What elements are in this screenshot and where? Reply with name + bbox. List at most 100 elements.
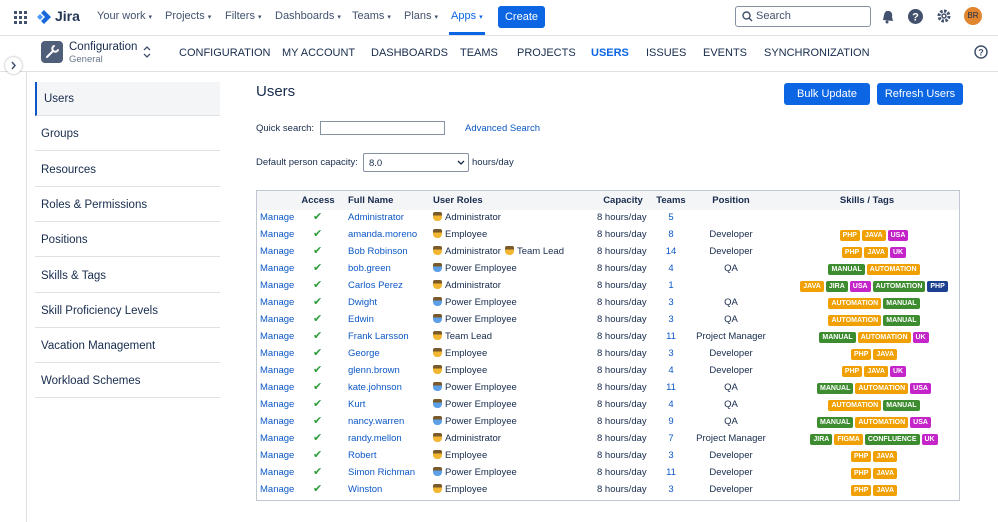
search-placeholder: Search bbox=[756, 10, 791, 22]
teams-count[interactable]: 4 bbox=[668, 399, 674, 410]
user-name[interactable]: Simon Richman bbox=[348, 467, 416, 478]
role-name: Employee bbox=[445, 484, 488, 495]
capacity-select[interactable]: 8.0 bbox=[363, 153, 469, 172]
teams-count[interactable]: 3 bbox=[668, 348, 674, 359]
teams-count[interactable]: 11 bbox=[666, 382, 676, 393]
user-name[interactable]: Kurt bbox=[348, 399, 366, 410]
teams-count[interactable]: 3 bbox=[668, 484, 674, 495]
tag: AUTOMATION bbox=[828, 315, 882, 326]
manage-link[interactable]: Manage bbox=[260, 280, 295, 291]
nav-item[interactable]: Apps ▾ bbox=[451, 10, 483, 22]
sidebar-item[interactable]: Roles & Permissions bbox=[35, 188, 220, 222]
nav-item[interactable]: Filters ▾ bbox=[225, 10, 262, 22]
manage-link[interactable]: Manage bbox=[260, 450, 295, 461]
user-name[interactable]: Edwin bbox=[348, 314, 374, 325]
user-name[interactable]: Robert bbox=[348, 450, 377, 461]
advanced-search-link[interactable]: Advanced Search bbox=[465, 123, 540, 134]
app-switcher[interactable] bbox=[14, 11, 27, 24]
sidebar-item[interactable]: Workload Schemes bbox=[35, 364, 220, 399]
teams-count[interactable]: 11 bbox=[666, 331, 676, 342]
settings-icon[interactable] bbox=[936, 8, 952, 24]
user-roles: Power Employee bbox=[433, 413, 517, 430]
teams-count[interactable]: 14 bbox=[665, 246, 677, 257]
manage-link[interactable]: Manage bbox=[260, 382, 295, 393]
sidebar-item[interactable]: Users bbox=[35, 82, 220, 116]
manage-link[interactable]: Manage bbox=[260, 331, 295, 342]
tab[interactable]: ISSUES bbox=[646, 47, 687, 59]
sidebar-item[interactable]: Resources bbox=[35, 153, 220, 187]
user-name[interactable]: kate.johnson bbox=[348, 382, 402, 393]
tag: UK bbox=[889, 366, 907, 377]
teams-count[interactable]: 3 bbox=[668, 450, 674, 461]
teams-count[interactable]: 8 bbox=[668, 229, 674, 240]
search-box[interactable]: Search bbox=[735, 6, 871, 27]
nav-item[interactable]: Your work ▾ bbox=[97, 10, 153, 22]
notifications-icon[interactable] bbox=[881, 9, 895, 24]
manage-link[interactable]: Manage bbox=[260, 365, 295, 376]
manage-link[interactable]: Manage bbox=[260, 484, 295, 495]
user-name[interactable]: glenn.brown bbox=[348, 365, 400, 376]
avatar[interactable]: BR bbox=[964, 7, 982, 25]
nav-item[interactable]: Dashboards ▾ bbox=[275, 10, 341, 22]
manage-link[interactable]: Manage bbox=[260, 314, 295, 325]
sidebar-item[interactable]: Positions bbox=[35, 223, 220, 258]
teams-count[interactable]: 3 bbox=[668, 314, 674, 325]
sidebar-item[interactable]: Skill Proficiency Levels bbox=[35, 294, 220, 328]
manage-link[interactable]: Manage bbox=[260, 263, 295, 274]
help-icon[interactable]: ? bbox=[908, 9, 923, 24]
manage-link[interactable]: Manage bbox=[260, 297, 295, 308]
teams-count[interactable]: 1 bbox=[668, 280, 674, 291]
teams-count[interactable]: 7 bbox=[668, 433, 674, 444]
product-name[interactable]: Jira bbox=[55, 8, 80, 24]
user-name[interactable]: nancy.warren bbox=[348, 416, 405, 427]
user-name[interactable]: randy.mellon bbox=[348, 433, 402, 444]
jira-logo[interactable] bbox=[36, 9, 52, 25]
tab[interactable]: DASHBOARDS bbox=[371, 47, 449, 59]
manage-link[interactable]: Manage bbox=[260, 467, 295, 478]
tags: PHP JAVA UK bbox=[776, 243, 972, 260]
teams-count[interactable]: 9 bbox=[668, 416, 674, 427]
teams-count[interactable]: 4 bbox=[668, 263, 674, 274]
user-name[interactable]: Carlos Perez bbox=[348, 280, 403, 291]
nav-item[interactable]: Teams ▾ bbox=[352, 10, 391, 22]
tag: MANUAL bbox=[817, 383, 854, 394]
user-name[interactable]: amanda.moreno bbox=[348, 229, 418, 240]
sidebar-item[interactable]: Vacation Management bbox=[35, 329, 220, 364]
manage-link[interactable]: Manage bbox=[260, 212, 295, 223]
user-name[interactable]: Bob Robinson bbox=[348, 246, 408, 257]
user-name[interactable]: bob.green bbox=[348, 263, 391, 274]
tab[interactable]: TEAMS bbox=[460, 47, 498, 59]
user-name[interactable]: Administrator bbox=[348, 212, 404, 223]
user-name[interactable]: George bbox=[348, 348, 380, 359]
user-name[interactable]: Winston bbox=[348, 484, 383, 495]
manage-link[interactable]: Manage bbox=[260, 433, 295, 444]
refresh-users-button[interactable]: Refresh Users bbox=[877, 83, 963, 105]
sidebar-toggle[interactable] bbox=[5, 57, 22, 74]
bulk-update-button[interactable]: Bulk Update bbox=[784, 83, 870, 105]
sidebar-item[interactable]: Skills & Tags bbox=[35, 259, 220, 293]
create-button[interactable]: Create bbox=[498, 6, 545, 28]
teams-count[interactable]: 3 bbox=[668, 297, 674, 308]
tab[interactable]: EVENTS bbox=[703, 47, 748, 59]
manage-link[interactable]: Manage bbox=[260, 246, 295, 257]
app-switch-chevrons[interactable] bbox=[143, 46, 151, 58]
manage-link[interactable]: Manage bbox=[260, 229, 295, 240]
nav-item[interactable]: Plans ▾ bbox=[404, 10, 439, 22]
sidebar-item[interactable]: Groups bbox=[35, 117, 220, 152]
manage-link[interactable]: Manage bbox=[260, 399, 295, 410]
tab[interactable]: CONFIGURATION bbox=[179, 47, 271, 59]
teams-count[interactable]: 11 bbox=[666, 467, 676, 478]
tab[interactable]: PROJECTS bbox=[517, 47, 576, 59]
tab[interactable]: USERS bbox=[591, 47, 629, 59]
tab[interactable]: MY ACCOUNT bbox=[282, 47, 356, 59]
nav-item[interactable]: Projects ▾ bbox=[165, 10, 212, 22]
user-name[interactable]: Dwight bbox=[348, 297, 378, 308]
user-name[interactable]: Frank Larsson bbox=[348, 331, 409, 342]
teams-count[interactable]: 4 bbox=[668, 365, 674, 376]
manage-link[interactable]: Manage bbox=[260, 348, 295, 359]
manage-link[interactable]: Manage bbox=[260, 416, 295, 427]
tab[interactable]: SYNCHRONIZATION bbox=[764, 47, 870, 59]
help-circle[interactable]: ? bbox=[974, 45, 988, 59]
quick-search-input[interactable] bbox=[320, 121, 445, 135]
teams-count[interactable]: 5 bbox=[668, 212, 674, 223]
